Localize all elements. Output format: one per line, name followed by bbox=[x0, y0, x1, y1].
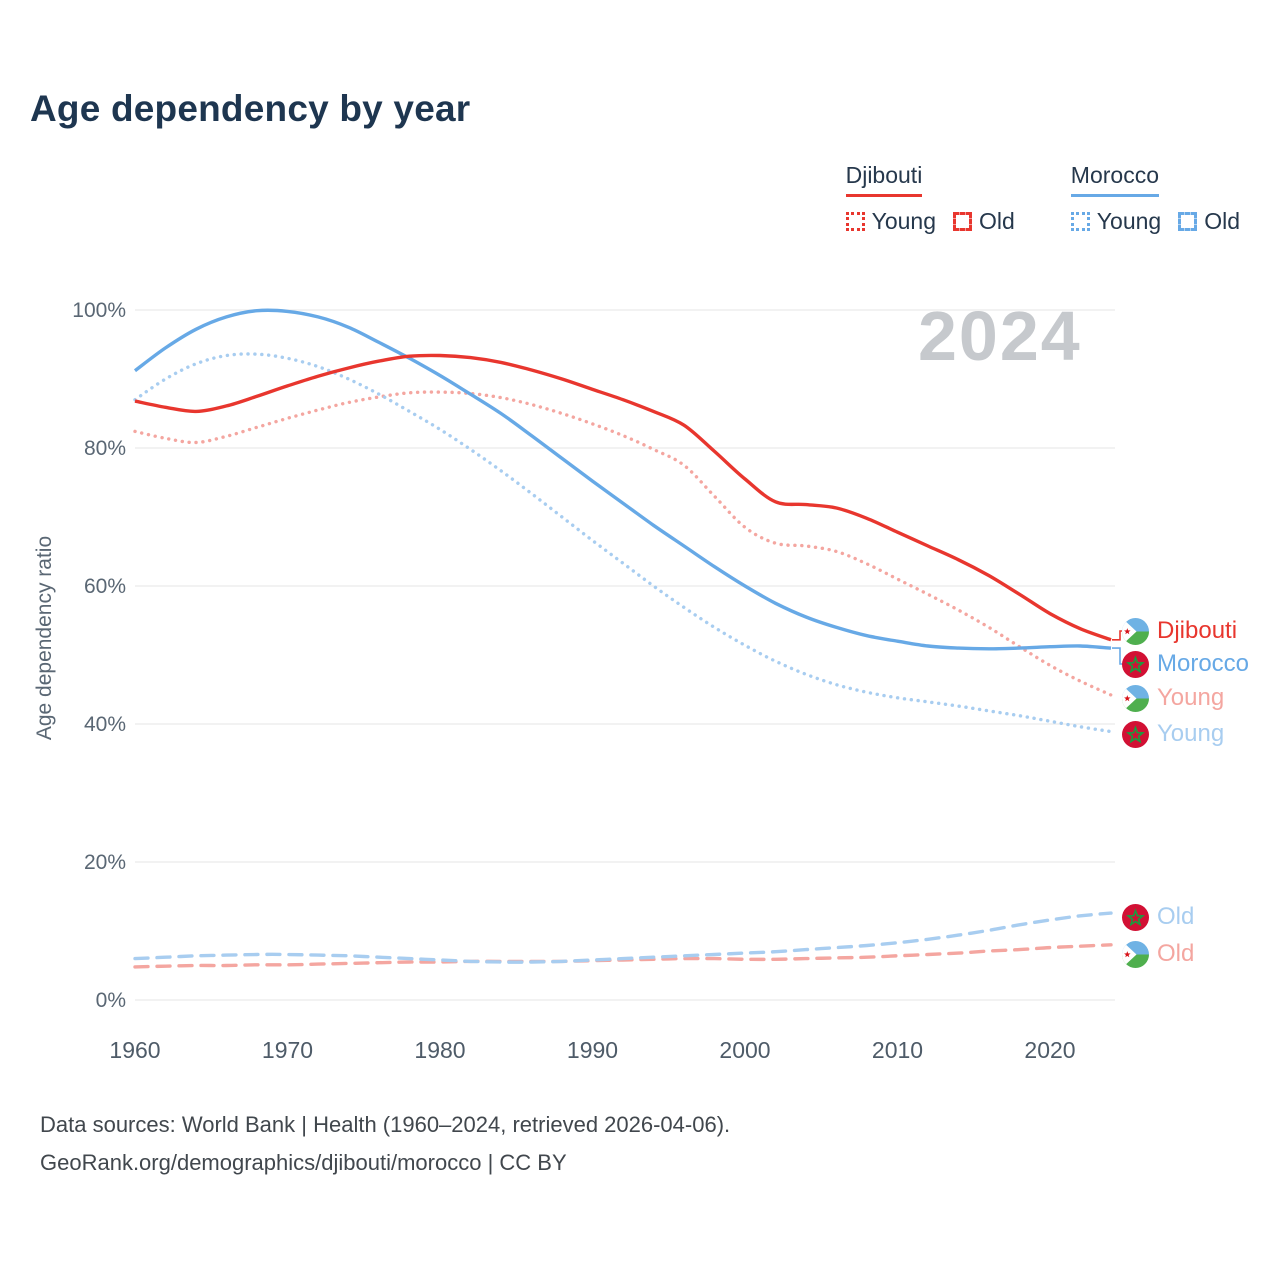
end-label-djibouti-total[interactable]: Djibouti bbox=[1122, 616, 1237, 646]
legend-item-label: Old bbox=[979, 208, 1015, 234]
legend-item-djibouti-young[interactable]: Young bbox=[845, 208, 936, 235]
end-label-text: Young bbox=[1157, 684, 1225, 711]
svg-text:80%: 80% bbox=[84, 437, 126, 460]
end-label-text: Morocco bbox=[1157, 650, 1250, 677]
djibouti-old-swatch-icon bbox=[953, 212, 972, 231]
svg-text:1960: 1960 bbox=[109, 1037, 160, 1063]
legend-item-morocco-old[interactable]: Old bbox=[1178, 208, 1240, 235]
djibouti-young-swatch-icon bbox=[845, 212, 865, 231]
legend-group-djibouti: Djibouti Young Old bbox=[845, 162, 1015, 235]
legend-item-label: Young bbox=[871, 208, 936, 234]
legend-item-label: Young bbox=[1096, 208, 1162, 234]
page-title: Age dependency by year bbox=[30, 88, 471, 129]
svg-text:100%: 100% bbox=[72, 299, 126, 322]
end-label-text: Young bbox=[1157, 720, 1225, 747]
end-label-text: Old bbox=[1157, 903, 1195, 930]
morocco-old-swatch-icon bbox=[1178, 212, 1198, 231]
svg-text:2020: 2020 bbox=[1024, 1037, 1075, 1063]
djibouti-flag-icon bbox=[1122, 684, 1149, 712]
svg-text:2000: 2000 bbox=[719, 1037, 770, 1063]
svg-text:60%: 60% bbox=[84, 575, 126, 598]
legend-items-djibouti: Young Old bbox=[845, 208, 1015, 235]
svg-text:40%: 40% bbox=[84, 713, 126, 736]
legend-item-djibouti-old[interactable]: Old bbox=[953, 208, 1015, 235]
djibouti-flag-icon bbox=[1122, 617, 1149, 645]
svg-text:2010: 2010 bbox=[872, 1037, 923, 1063]
svg-text:1970: 1970 bbox=[262, 1037, 313, 1063]
legend-country-morocco[interactable]: Morocco bbox=[1070, 162, 1159, 197]
legend-group-morocco: Morocco Young Old bbox=[1070, 162, 1240, 235]
end-label-morocco-total[interactable]: Morocco bbox=[1122, 649, 1249, 679]
end-label-text: Djibouti bbox=[1157, 617, 1238, 644]
legend-items-morocco: Young Old bbox=[1070, 208, 1240, 235]
end-label-morocco-old[interactable]: Old bbox=[1122, 902, 1194, 932]
morocco-flag-icon bbox=[1122, 903, 1149, 931]
legend-item-morocco-young[interactable]: Young bbox=[1070, 208, 1162, 235]
morocco-flag-icon bbox=[1122, 720, 1149, 748]
svg-text:1990: 1990 bbox=[567, 1037, 618, 1063]
footer-attribution: GeoRank.org/demographics/djibouti/morocc… bbox=[40, 1150, 567, 1175]
footer: Data sources: World Bank | Health (1960–… bbox=[40, 1106, 730, 1182]
footer-data-sources: Data sources: World Bank | Health (1960–… bbox=[40, 1112, 731, 1137]
end-label-text: Old bbox=[1157, 940, 1195, 967]
morocco-young-swatch-icon bbox=[1070, 212, 1090, 231]
svg-text:20%: 20% bbox=[84, 851, 126, 874]
djibouti-flag-icon bbox=[1122, 940, 1149, 968]
end-label-djibouti-old[interactable]: Old bbox=[1122, 939, 1194, 969]
legend-item-label: Old bbox=[1204, 208, 1240, 234]
morocco-flag-icon bbox=[1122, 650, 1149, 678]
svg-text:1980: 1980 bbox=[414, 1037, 465, 1063]
chart-legend: Djibouti Young Old Morocco Young bbox=[845, 162, 1240, 235]
end-label-morocco-young[interactable]: Young bbox=[1122, 719, 1224, 749]
svg-text:0%: 0% bbox=[96, 989, 126, 1012]
end-label-djibouti-young[interactable]: Young bbox=[1122, 683, 1224, 713]
legend-country-djibouti[interactable]: Djibouti bbox=[845, 162, 923, 197]
